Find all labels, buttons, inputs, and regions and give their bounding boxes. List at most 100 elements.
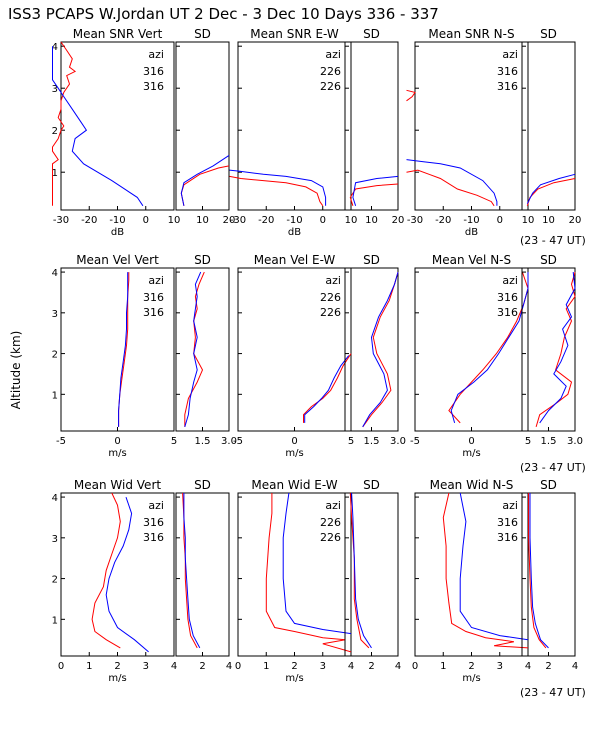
- panel-title-12: Mean Wid Vert: [74, 478, 161, 492]
- x-tick-label-14-4: 4: [348, 661, 354, 672]
- legend-entry-12-0: 316: [143, 516, 164, 529]
- x-tick-label-2-4: 10: [345, 215, 358, 226]
- panel-title-10: Mean Vel N-S: [432, 253, 511, 267]
- y-tick-label-12-1: 2: [52, 575, 58, 586]
- panel-title-5: SD: [540, 27, 557, 41]
- x-tick-label-6-1: 0: [114, 436, 120, 447]
- x-tick-label-2-3: 0: [320, 215, 326, 226]
- legend-title-14: azi: [325, 499, 341, 512]
- x-tick-label-4-4: 10: [522, 215, 535, 226]
- x-tick-label-17-0: 2: [545, 661, 551, 672]
- x-tick-label-0-0: -30: [53, 215, 69, 226]
- legend-entry-2-0: 226: [320, 65, 341, 78]
- x-tick-label-4-0: -30: [407, 215, 423, 226]
- x-tick-label-10-1: 0: [468, 436, 474, 447]
- legend-entry-8-1: 226: [320, 306, 341, 319]
- x-tick-label-9-1: 3.0: [390, 436, 406, 447]
- series-line-17-0: [528, 493, 547, 649]
- x-axis-label-8: m/s: [285, 448, 303, 459]
- series-line-13-1: [183, 493, 201, 649]
- legend-entry-10-0: 316: [497, 291, 518, 304]
- x-tick-label-16-4: 4: [525, 661, 531, 672]
- x-axis-label-16: m/s: [462, 673, 480, 684]
- series-line-2-0: [229, 175, 324, 207]
- series-line-4-1: [406, 159, 498, 206]
- legend-title-10: azi: [502, 274, 518, 287]
- series-line-8-1: [304, 355, 350, 423]
- y-axis-title: Altitude (km): [9, 331, 23, 410]
- y-tick-label-6-0: 1: [52, 390, 58, 401]
- x-tick-label-1-0: 10: [196, 215, 209, 226]
- x-tick-label-10-2: 5: [525, 436, 531, 447]
- legend-title-8: azi: [325, 274, 341, 287]
- series-line-16-0: [442, 492, 529, 649]
- series-line-4-0: [406, 169, 495, 207]
- x-tick-label-4-1: -20: [435, 215, 451, 226]
- panel-title-14: Mean Wid E-W: [251, 478, 337, 492]
- x-tick-label-2-2: -10: [286, 215, 302, 226]
- panel-title-1: SD: [194, 27, 211, 41]
- x-tick-label-9-0: 1.5: [364, 436, 380, 447]
- panel-title-11: SD: [540, 253, 557, 267]
- panel-title-2: Mean SNR E-W: [250, 27, 339, 41]
- legend-entry-6-1: 316: [143, 306, 164, 319]
- series-line-7-1: [184, 271, 202, 428]
- x-tick-label-13-1: 4: [226, 661, 232, 672]
- legend-entry-8-0: 226: [320, 291, 341, 304]
- x-tick-label-3-1: 20: [392, 215, 405, 226]
- x-tick-label-16-1: 1: [440, 661, 446, 672]
- series-line-12-1: [105, 496, 149, 653]
- series-line-15-1: [351, 492, 372, 649]
- x-tick-label-16-2: 2: [468, 661, 474, 672]
- series-line-0-1: [52, 46, 144, 207]
- x-tick-label-1-1: 20: [223, 215, 236, 226]
- panel-title-9: SD: [363, 253, 380, 267]
- series-line-0-0: [52, 41, 77, 206]
- legend-entry-4-1: 316: [497, 80, 518, 93]
- series-line-1-1: [180, 154, 230, 206]
- legend-title-2: azi: [325, 48, 341, 61]
- series-line-12-0: [91, 492, 121, 649]
- x-tick-label-6-2: 5: [171, 436, 177, 447]
- legend-title-12: azi: [148, 499, 164, 512]
- x-tick-label-7-0: 1.5: [195, 436, 211, 447]
- x-tick-label-3-0: 10: [365, 215, 378, 226]
- panel-title-6: Mean Vel Vert: [76, 253, 159, 267]
- y-tick-label-0-0: 1: [52, 168, 58, 179]
- x-tick-label-4-3: 0: [497, 215, 503, 226]
- y-tick-label-0-3: 4: [52, 42, 58, 53]
- y-tick-label-6-1: 2: [52, 350, 58, 361]
- x-tick-label-12-4: 4: [171, 661, 177, 672]
- time-note-row2: (23 - 47 UT): [520, 461, 586, 474]
- x-tick-label-0-3: 0: [143, 215, 149, 226]
- y-tick-label-12-0: 1: [52, 615, 58, 626]
- series-line-11-1: [539, 272, 576, 424]
- legend-entry-14-1: 226: [320, 531, 341, 544]
- x-tick-label-7-1: 3.0: [221, 436, 237, 447]
- panel-title-7: SD: [194, 253, 211, 267]
- series-line-2-1: [229, 169, 327, 206]
- panels-group: Mean SNR Vert-30 -20 -10 0 10dB1234azi316316…: [52, 27, 583, 684]
- x-tick-label-8-0: -5: [233, 436, 243, 447]
- panel-title-13: SD: [194, 478, 211, 492]
- x-tick-label-4-2: -10: [463, 215, 479, 226]
- series-line-6-1: [118, 272, 129, 427]
- legend-title-4: azi: [502, 48, 518, 61]
- x-tick-label-14-0: 0: [235, 661, 241, 672]
- legend-title-0: azi: [148, 48, 164, 61]
- x-tick-label-12-1: 1: [86, 661, 92, 672]
- legend-entry-14-0: 226: [320, 516, 341, 529]
- x-tick-label-5-1: 20: [569, 215, 582, 226]
- x-tick-label-12-2: 2: [114, 661, 120, 672]
- series-line-14-1: [282, 492, 352, 635]
- series-line-15-0: [349, 492, 370, 649]
- series-line-16-1: [459, 492, 529, 641]
- series-line-7-0: [184, 271, 205, 427]
- series-line-14-0: [265, 493, 352, 653]
- x-axis-label-6: m/s: [108, 448, 126, 459]
- panel-title-3: SD: [363, 27, 380, 41]
- x-axis-label-14: m/s: [285, 673, 303, 684]
- legend-entry-2-1: 226: [320, 80, 341, 93]
